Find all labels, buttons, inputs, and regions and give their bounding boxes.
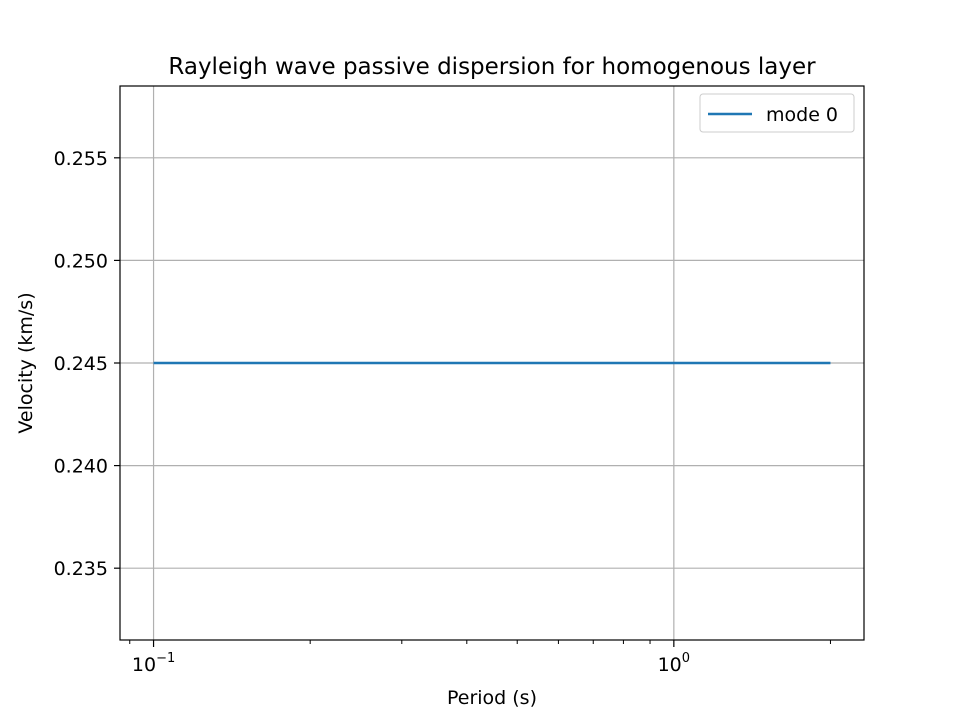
- legend-label-mode-0: mode 0: [766, 104, 838, 126]
- x-axis-label: Period (s): [447, 687, 537, 709]
- legend-box: [699, 93, 855, 133]
- y-tick-label: 0.235: [54, 558, 108, 580]
- y-tick-label: 0.255: [54, 148, 108, 170]
- legend: mode 0: [699, 93, 855, 133]
- y-tick-label: 0.245: [54, 353, 108, 375]
- y-axis: 0.235 0.240 0.245 0.250 0.255: [54, 148, 120, 580]
- y-tick-label: 0.250: [54, 250, 108, 272]
- y-axis-label: Velocity (km/s): [15, 292, 37, 433]
- y-tick-label: 0.240: [54, 456, 108, 478]
- chart-title: Rayleigh wave passive dispersion for hom…: [168, 54, 816, 80]
